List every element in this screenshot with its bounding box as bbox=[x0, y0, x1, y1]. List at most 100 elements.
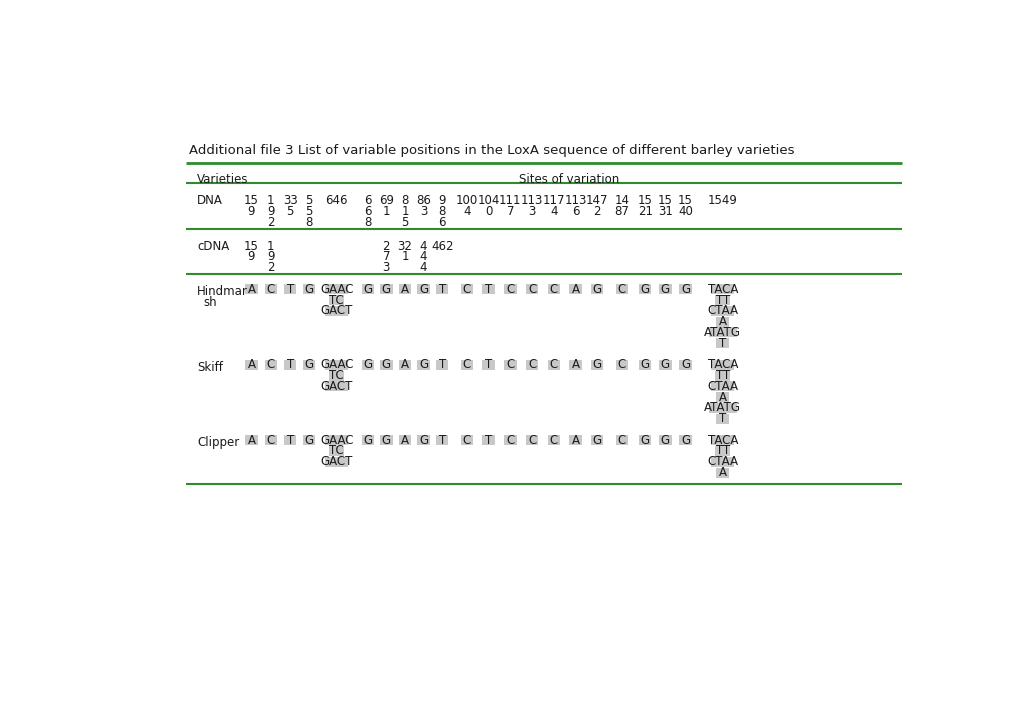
FancyBboxPatch shape bbox=[329, 446, 344, 456]
Text: G: G bbox=[640, 433, 649, 446]
FancyBboxPatch shape bbox=[710, 284, 734, 294]
FancyBboxPatch shape bbox=[503, 435, 516, 445]
FancyBboxPatch shape bbox=[710, 360, 734, 370]
Text: 1: 1 bbox=[400, 205, 409, 218]
Text: 147: 147 bbox=[585, 194, 607, 207]
Text: 3: 3 bbox=[382, 261, 389, 274]
Text: T: T bbox=[286, 359, 293, 372]
Text: 15: 15 bbox=[678, 194, 692, 207]
Text: G: G bbox=[381, 359, 390, 372]
Text: A: A bbox=[571, 359, 579, 372]
Text: 1: 1 bbox=[267, 240, 274, 253]
FancyBboxPatch shape bbox=[526, 435, 538, 445]
Text: TACA: TACA bbox=[707, 359, 737, 372]
Text: TACA: TACA bbox=[707, 433, 737, 446]
Text: 6: 6 bbox=[364, 205, 371, 218]
Text: 33: 33 bbox=[282, 194, 298, 207]
FancyBboxPatch shape bbox=[380, 360, 392, 370]
FancyBboxPatch shape bbox=[482, 284, 494, 294]
Text: 4: 4 bbox=[420, 240, 427, 253]
FancyBboxPatch shape bbox=[461, 284, 473, 294]
Text: 462: 462 bbox=[430, 240, 453, 253]
FancyBboxPatch shape bbox=[461, 360, 473, 370]
FancyBboxPatch shape bbox=[658, 284, 671, 294]
FancyBboxPatch shape bbox=[615, 284, 628, 294]
FancyBboxPatch shape bbox=[526, 284, 538, 294]
FancyBboxPatch shape bbox=[264, 284, 277, 294]
Text: 5: 5 bbox=[305, 194, 312, 207]
FancyBboxPatch shape bbox=[417, 284, 429, 294]
Text: A: A bbox=[248, 359, 255, 372]
FancyBboxPatch shape bbox=[329, 295, 344, 305]
FancyBboxPatch shape bbox=[658, 435, 671, 445]
Text: GAAC: GAAC bbox=[320, 359, 354, 372]
Text: TC: TC bbox=[329, 369, 343, 382]
Text: 7: 7 bbox=[382, 251, 389, 264]
FancyBboxPatch shape bbox=[679, 360, 691, 370]
FancyBboxPatch shape bbox=[417, 360, 429, 370]
FancyBboxPatch shape bbox=[590, 360, 603, 370]
Text: 15: 15 bbox=[637, 194, 652, 207]
Text: 113: 113 bbox=[564, 194, 586, 207]
Text: A: A bbox=[400, 359, 409, 372]
FancyBboxPatch shape bbox=[361, 435, 374, 445]
FancyBboxPatch shape bbox=[715, 317, 729, 327]
Text: A: A bbox=[718, 466, 726, 479]
FancyBboxPatch shape bbox=[325, 306, 348, 316]
FancyBboxPatch shape bbox=[245, 360, 258, 370]
Text: 1: 1 bbox=[267, 194, 274, 207]
Text: T: T bbox=[286, 283, 293, 296]
Text: G: G bbox=[304, 433, 313, 446]
Text: G: G bbox=[681, 359, 690, 372]
Text: C: C bbox=[267, 283, 275, 296]
FancyBboxPatch shape bbox=[710, 435, 734, 445]
Text: 5: 5 bbox=[400, 216, 409, 229]
Text: Hindmar: Hindmar bbox=[197, 285, 248, 298]
Text: C: C bbox=[549, 433, 557, 446]
Text: G: G bbox=[381, 283, 390, 296]
FancyBboxPatch shape bbox=[303, 284, 315, 294]
Text: 117: 117 bbox=[542, 194, 565, 207]
FancyBboxPatch shape bbox=[715, 392, 729, 402]
Text: 4: 4 bbox=[463, 205, 470, 218]
FancyBboxPatch shape bbox=[715, 467, 729, 477]
Text: 9: 9 bbox=[267, 251, 274, 264]
FancyBboxPatch shape bbox=[482, 360, 494, 370]
FancyBboxPatch shape bbox=[715, 414, 729, 423]
Text: TT: TT bbox=[715, 444, 730, 457]
Text: C: C bbox=[618, 433, 626, 446]
Text: 9: 9 bbox=[248, 205, 255, 218]
Text: T: T bbox=[485, 359, 492, 372]
Text: G: G bbox=[592, 283, 601, 296]
Text: A: A bbox=[248, 283, 255, 296]
Text: C: C bbox=[505, 433, 514, 446]
FancyBboxPatch shape bbox=[303, 360, 315, 370]
Text: 100: 100 bbox=[455, 194, 478, 207]
Text: 40: 40 bbox=[678, 205, 692, 218]
Text: G: G bbox=[304, 359, 313, 372]
Text: T: T bbox=[485, 283, 492, 296]
Text: 4: 4 bbox=[420, 251, 427, 264]
Text: 113: 113 bbox=[521, 194, 543, 207]
Text: TC: TC bbox=[329, 444, 343, 457]
Text: C: C bbox=[528, 283, 536, 296]
FancyBboxPatch shape bbox=[590, 284, 603, 294]
Text: C: C bbox=[549, 359, 557, 372]
FancyBboxPatch shape bbox=[461, 435, 473, 445]
Text: G: G bbox=[660, 359, 669, 372]
Text: 87: 87 bbox=[613, 205, 629, 218]
FancyBboxPatch shape bbox=[615, 435, 628, 445]
FancyBboxPatch shape bbox=[638, 435, 651, 445]
Text: 104: 104 bbox=[477, 194, 499, 207]
Text: 3: 3 bbox=[420, 205, 427, 218]
Text: GACT: GACT bbox=[320, 305, 353, 318]
Text: DNA: DNA bbox=[197, 194, 223, 207]
Text: C: C bbox=[505, 359, 514, 372]
FancyBboxPatch shape bbox=[398, 360, 411, 370]
FancyBboxPatch shape bbox=[283, 360, 297, 370]
FancyBboxPatch shape bbox=[264, 435, 277, 445]
Text: 646: 646 bbox=[325, 194, 347, 207]
FancyBboxPatch shape bbox=[708, 403, 736, 413]
Text: 111: 111 bbox=[498, 194, 521, 207]
FancyBboxPatch shape bbox=[482, 435, 494, 445]
